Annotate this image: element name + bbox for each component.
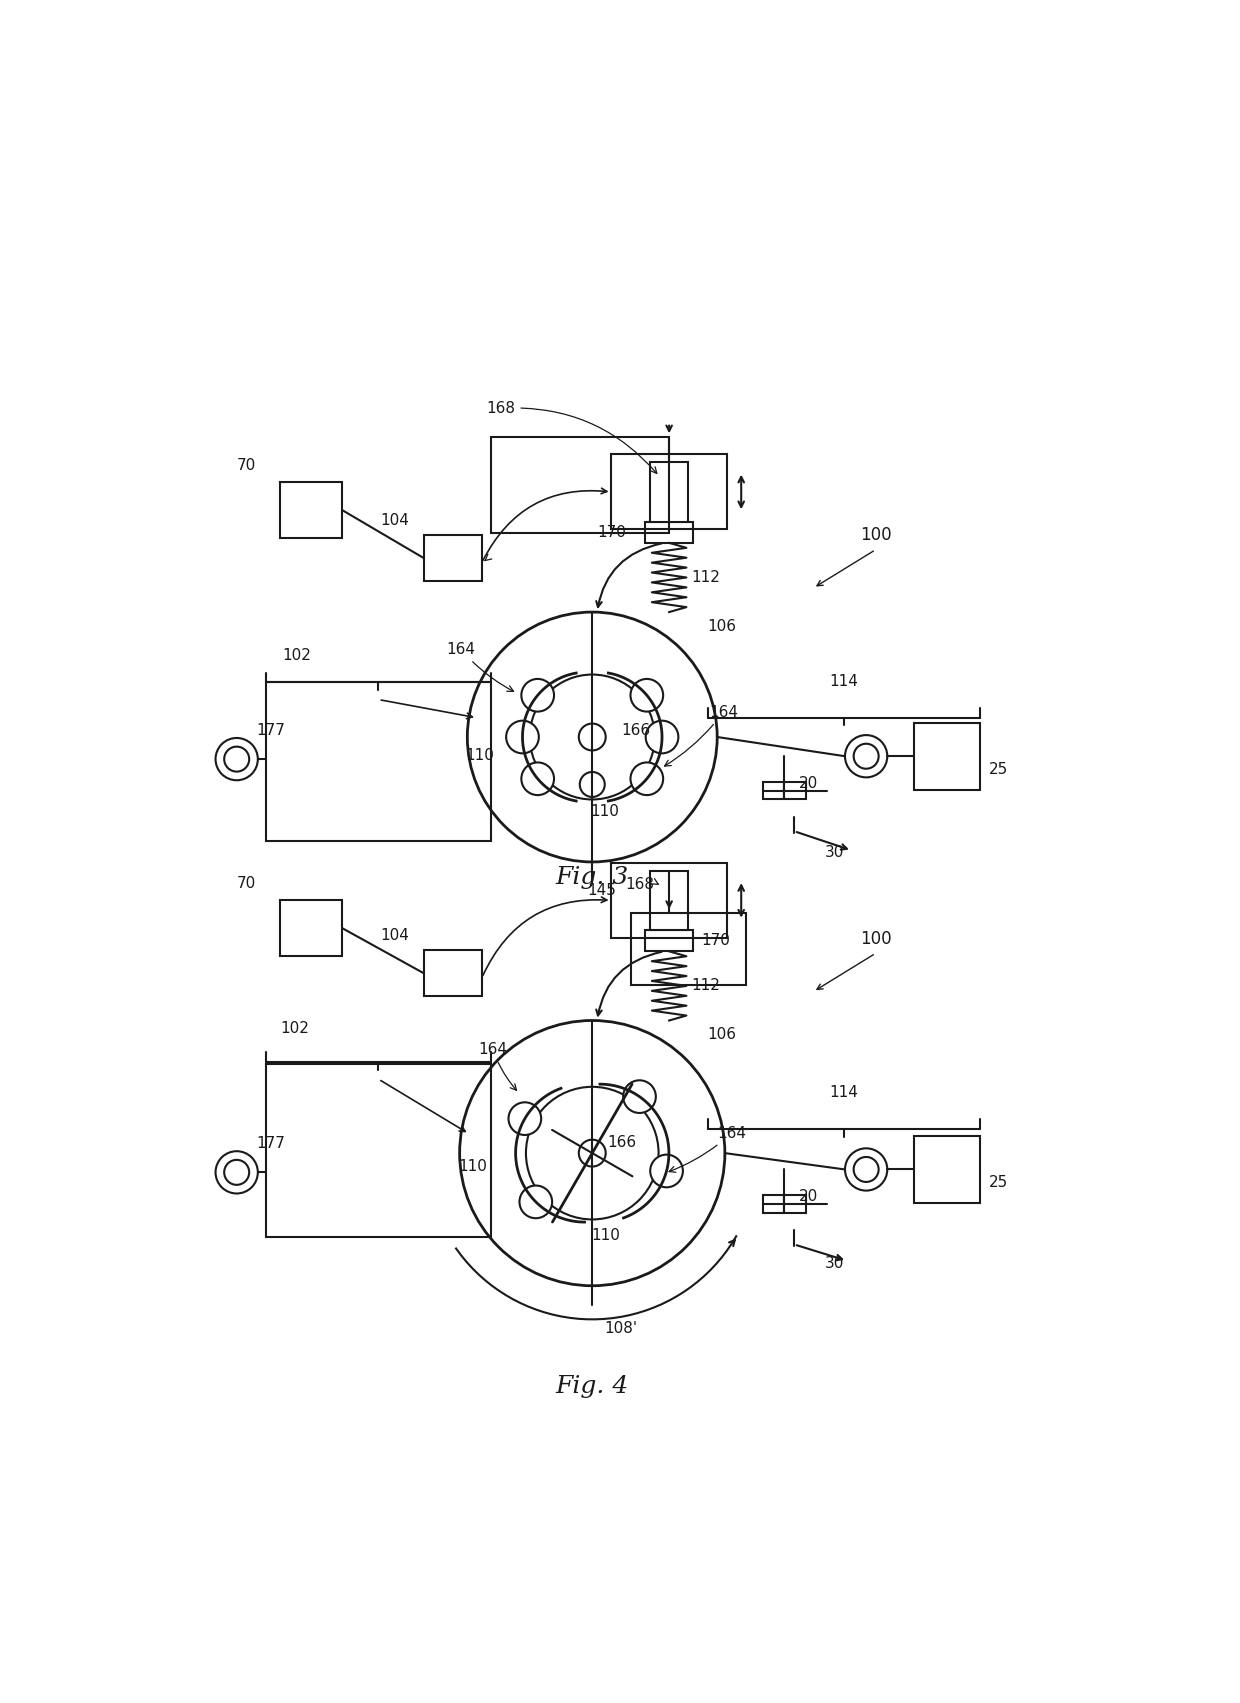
Circle shape xyxy=(630,679,663,712)
Bar xyxy=(764,1196,785,1213)
Text: 168: 168 xyxy=(486,400,657,473)
Bar xyxy=(650,870,688,930)
Text: 110: 110 xyxy=(465,748,495,763)
Text: 70: 70 xyxy=(237,875,255,891)
Bar xyxy=(611,455,727,530)
Text: Fig. 3: Fig. 3 xyxy=(556,865,629,889)
Bar xyxy=(280,901,342,955)
Circle shape xyxy=(630,763,663,795)
Text: 30: 30 xyxy=(825,845,844,860)
Text: 145: 145 xyxy=(588,884,616,897)
Bar xyxy=(650,462,688,521)
Text: 110: 110 xyxy=(591,1228,620,1243)
Bar xyxy=(265,683,491,841)
Text: 25: 25 xyxy=(990,763,1008,777)
Text: 164: 164 xyxy=(479,1042,517,1090)
Text: Fig. 4: Fig. 4 xyxy=(556,1374,629,1398)
Circle shape xyxy=(624,1080,656,1114)
Text: 108': 108' xyxy=(605,1322,637,1337)
Bar xyxy=(491,438,670,533)
Text: 100: 100 xyxy=(859,930,892,949)
Text: 177: 177 xyxy=(255,722,285,737)
Bar xyxy=(785,782,806,799)
Text: 164: 164 xyxy=(665,705,738,766)
Text: 110: 110 xyxy=(590,804,619,819)
Bar xyxy=(265,1064,491,1236)
Bar xyxy=(424,535,481,581)
Text: 104: 104 xyxy=(381,513,409,528)
Circle shape xyxy=(520,1185,552,1218)
Circle shape xyxy=(224,746,249,771)
Text: 102: 102 xyxy=(280,1020,309,1035)
Text: 114: 114 xyxy=(830,674,858,688)
Bar xyxy=(914,722,980,790)
Text: 20: 20 xyxy=(799,1189,818,1204)
Bar xyxy=(280,482,342,538)
Text: 170: 170 xyxy=(596,525,626,540)
Text: 25: 25 xyxy=(990,1175,1008,1190)
Text: 164: 164 xyxy=(670,1126,746,1172)
Text: 102: 102 xyxy=(283,647,311,662)
Text: 30: 30 xyxy=(825,1257,844,1270)
Bar xyxy=(645,930,693,952)
Text: 70: 70 xyxy=(237,458,255,472)
Text: 106: 106 xyxy=(708,618,737,634)
Bar xyxy=(785,1196,806,1213)
Bar xyxy=(764,782,785,799)
Circle shape xyxy=(508,1102,541,1134)
Text: 106: 106 xyxy=(708,1027,737,1042)
Circle shape xyxy=(521,763,554,795)
Text: 170: 170 xyxy=(701,933,729,949)
Circle shape xyxy=(521,679,554,712)
Circle shape xyxy=(650,1155,683,1187)
Text: 166: 166 xyxy=(606,1134,636,1150)
Text: 104: 104 xyxy=(381,928,409,943)
Text: 168: 168 xyxy=(626,877,658,892)
Bar xyxy=(631,913,746,984)
Text: 177: 177 xyxy=(255,1136,285,1151)
Bar xyxy=(914,1136,980,1202)
Text: 20: 20 xyxy=(799,775,818,790)
Circle shape xyxy=(579,724,605,751)
Text: 112: 112 xyxy=(691,979,720,993)
Circle shape xyxy=(580,771,605,797)
Circle shape xyxy=(853,744,879,768)
Text: 166: 166 xyxy=(621,724,651,739)
Bar xyxy=(611,863,727,938)
Circle shape xyxy=(506,720,539,753)
Text: 114: 114 xyxy=(830,1085,858,1100)
Circle shape xyxy=(646,720,678,753)
Bar xyxy=(424,950,481,996)
Text: 110: 110 xyxy=(459,1158,487,1173)
Bar xyxy=(645,521,693,543)
Circle shape xyxy=(224,1160,249,1185)
Text: 100: 100 xyxy=(859,526,892,545)
Circle shape xyxy=(853,1156,879,1182)
Text: 112: 112 xyxy=(691,571,720,586)
Circle shape xyxy=(579,1139,605,1167)
Text: 164: 164 xyxy=(446,642,513,691)
